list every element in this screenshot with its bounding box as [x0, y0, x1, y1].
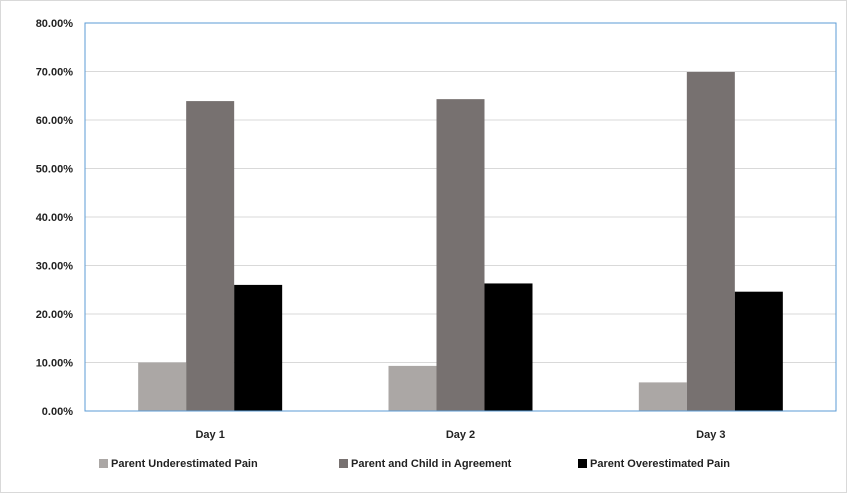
- bar-3-3: [734, 291, 783, 411]
- y-tick-label: 60.00%: [36, 115, 74, 127]
- x-category-label: Day 1: [195, 429, 224, 441]
- plot-area-border: [84, 22, 837, 412]
- bar-1-2: [388, 365, 437, 411]
- y-tick-label: 80.00%: [36, 18, 74, 30]
- x-category-label: Day 3: [696, 429, 725, 441]
- y-tick-label: 10.00%: [36, 358, 74, 370]
- bar-3-2: [484, 283, 533, 411]
- bar-1-3: [638, 382, 687, 411]
- y-tick-label: 20.00%: [36, 309, 74, 321]
- y-tick-label: 50.00%: [36, 164, 74, 176]
- bar-2-3: [686, 71, 735, 412]
- y-tick-label: 70.00%: [36, 67, 74, 79]
- legend-label-1: Parent Underestimated Pain: [111, 458, 258, 470]
- x-category-label: Day 2: [446, 429, 475, 441]
- bar-1-1: [138, 362, 187, 411]
- legend-label-2: Parent and Child in Agreement: [351, 458, 512, 470]
- legend-label-3: Parent Overestimated Pain: [590, 458, 730, 470]
- legend-swatch-3: [578, 459, 587, 468]
- bar-2-1: [186, 101, 235, 412]
- bar-2-2: [436, 99, 485, 412]
- legend-swatch-1: [99, 459, 108, 468]
- legend-swatch-2: [339, 459, 348, 468]
- y-tick-label: 0.00%: [42, 406, 73, 418]
- bar-3-1: [234, 284, 283, 411]
- y-tick-label: 40.00%: [36, 212, 74, 224]
- y-tick-label: 30.00%: [36, 261, 74, 273]
